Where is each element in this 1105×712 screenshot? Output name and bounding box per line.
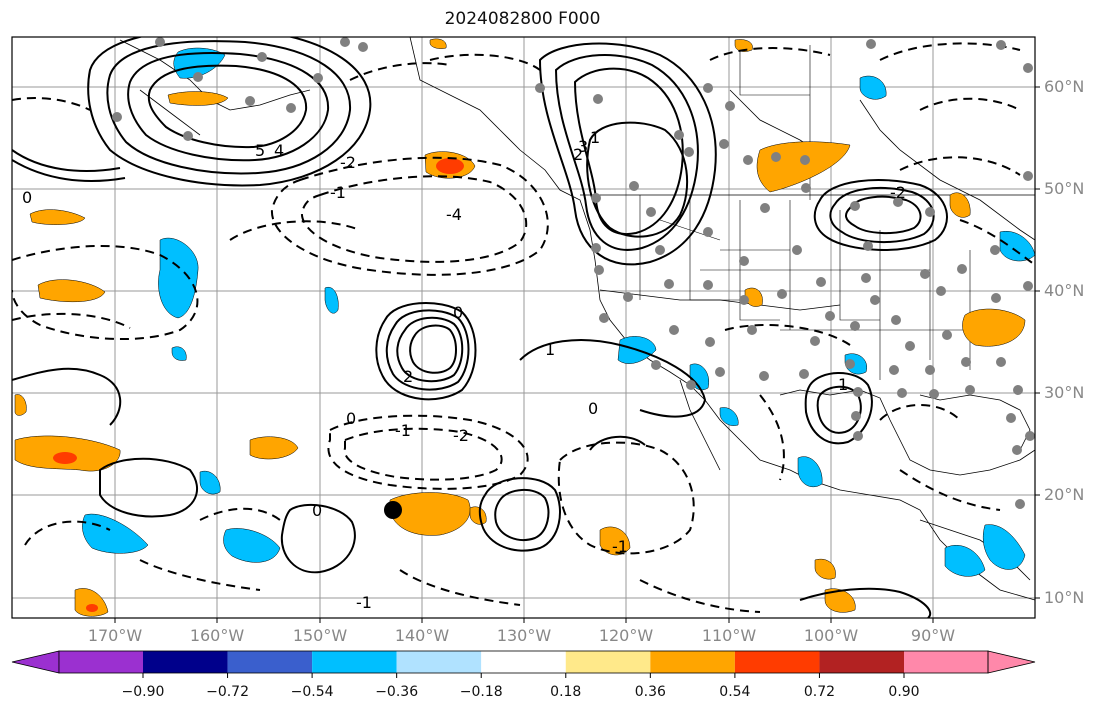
contour-label: -1 bbox=[612, 537, 628, 556]
lat-label: 40°N bbox=[1044, 281, 1085, 300]
contour-label: -1 bbox=[330, 183, 346, 202]
contour-label: 1 bbox=[590, 128, 600, 147]
colorbar-bin bbox=[904, 651, 988, 673]
contour-label: -1 bbox=[356, 593, 372, 612]
contour-label: 1 bbox=[545, 340, 555, 359]
colorbar-bin bbox=[227, 651, 313, 673]
contour-label: -2 bbox=[340, 153, 356, 172]
contour-label: 3 bbox=[578, 137, 588, 156]
colorbar-outline bbox=[58, 650, 989, 674]
contour-labels: 5 4 1 2 3 0 -1 -2 -4 2 0 -1 -2 1 1 0 0 0… bbox=[22, 128, 906, 612]
colorbar-tick-label: −0.54 bbox=[290, 684, 334, 700]
lon-label: 150°W bbox=[292, 626, 348, 645]
colorbar-tick-label: 0.18 bbox=[550, 684, 582, 700]
lon-label: 130°W bbox=[496, 626, 552, 645]
lat-label: 20°N bbox=[1044, 485, 1085, 504]
lon-label: 160°W bbox=[189, 626, 245, 645]
contour-label: -2 bbox=[890, 183, 906, 202]
colorbar-tick-label: −0.72 bbox=[206, 684, 249, 700]
colorbar bbox=[11, 650, 1036, 678]
colorbar-bin bbox=[565, 651, 651, 673]
colorbar-bin bbox=[143, 651, 228, 673]
colorbar-tick-label: 0.90 bbox=[888, 684, 920, 700]
lat-label: 50°N bbox=[1044, 179, 1085, 198]
colorbar-bin bbox=[312, 651, 397, 673]
station-markers bbox=[112, 37, 1035, 509]
graticule bbox=[12, 37, 1035, 618]
contour-label: 0 bbox=[588, 399, 598, 418]
storm-position-marker bbox=[384, 501, 402, 519]
contour-label: -1 bbox=[395, 421, 411, 440]
colorbar-bin bbox=[650, 651, 735, 673]
colorbar-tick-label: 0.54 bbox=[719, 684, 751, 700]
map-title: 2024082800 F000 bbox=[444, 9, 601, 29]
contour-label: 0 bbox=[453, 303, 463, 322]
colorbar-bin bbox=[734, 651, 820, 673]
colorbar-tick-label: −0.90 bbox=[121, 684, 165, 700]
colorbar-extend-high bbox=[987, 650, 1036, 674]
colorbar-tick-label: −0.18 bbox=[459, 684, 503, 700]
colorbar-bin bbox=[59, 651, 143, 673]
contour-label: 0 bbox=[312, 501, 322, 520]
lon-label: 110°W bbox=[701, 626, 757, 645]
colorbar-tick-label: 0.36 bbox=[634, 684, 666, 700]
lon-label: 140°W bbox=[394, 626, 450, 645]
contour-label: 2 bbox=[403, 367, 413, 386]
colorbar-tick-label: −0.36 bbox=[375, 684, 419, 700]
contour-label: 4 bbox=[274, 141, 284, 160]
colorbar-bin bbox=[481, 651, 566, 673]
lat-label: 60°N bbox=[1044, 77, 1085, 96]
contour-lines bbox=[12, 37, 948, 618]
contour-label: -4 bbox=[446, 205, 462, 224]
contour-label: -2 bbox=[453, 426, 469, 445]
lat-label: 30°N bbox=[1044, 383, 1085, 402]
contour-label: 0 bbox=[346, 409, 356, 428]
colorbar-extend-low bbox=[11, 650, 60, 674]
contour-label: 2 bbox=[573, 145, 583, 164]
contour-label: 0 bbox=[22, 188, 32, 207]
lon-label: 120°W bbox=[598, 626, 654, 645]
axis-ticks bbox=[114, 86, 1040, 623]
colorbar-bin bbox=[819, 651, 904, 673]
colorbar-tick-label: 0.72 bbox=[803, 684, 836, 700]
contour-label: 5 bbox=[255, 141, 265, 160]
lon-label: 90°W bbox=[910, 626, 956, 645]
state-borders bbox=[639, 45, 1000, 380]
lon-label: 100°W bbox=[803, 626, 859, 645]
anomaly-shading bbox=[14, 38, 1035, 617]
lon-label: 170°W bbox=[87, 626, 143, 645]
contour-lines-negative bbox=[12, 42, 1035, 613]
lat-label: 10°N bbox=[1044, 588, 1085, 607]
contour-label: 1 bbox=[838, 375, 848, 394]
colorbar-bin bbox=[396, 651, 482, 673]
